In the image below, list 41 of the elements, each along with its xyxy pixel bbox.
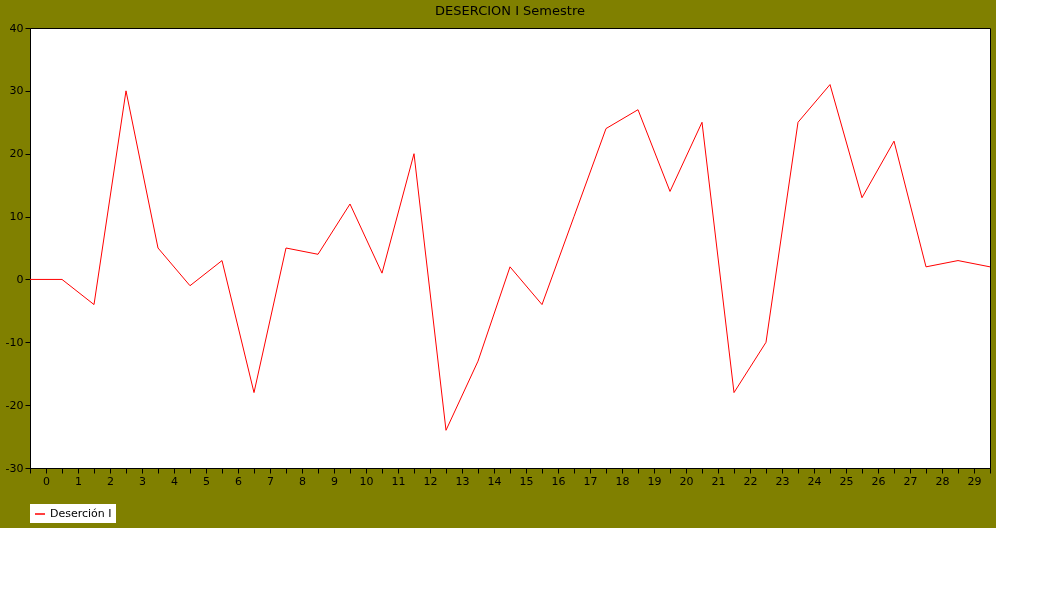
x-tick-label: 7 — [267, 474, 274, 488]
x-tick-label: 6 — [235, 474, 242, 488]
y-tick-label: -30 — [5, 461, 24, 475]
x-tick-label: 29 — [967, 474, 982, 488]
x-tick-label: 20 — [679, 474, 694, 488]
x-tick-label: 22 — [743, 474, 758, 488]
x-tick-label: 5 — [203, 474, 210, 488]
x-tick-label: 9 — [331, 474, 338, 488]
x-tick-label: 12 — [423, 474, 438, 488]
x-tick-label: 16 — [551, 474, 566, 488]
x-tick-label: 17 — [583, 474, 598, 488]
x-tick-label: 18 — [615, 474, 630, 488]
y-tick-label: 30 — [9, 84, 24, 98]
x-tick-label: 11 — [391, 474, 406, 488]
x-tick-label: 25 — [839, 474, 854, 488]
x-tick-label: 3 — [139, 474, 146, 488]
y-tick-label: 40 — [9, 21, 24, 35]
x-tick-label: 19 — [647, 474, 662, 488]
x-tick-label: 10 — [359, 474, 374, 488]
x-tick-label: 21 — [711, 474, 726, 488]
y-tick-label: -20 — [5, 398, 24, 412]
x-tick-label: 2 — [107, 474, 114, 488]
x-tick-label: 24 — [807, 474, 822, 488]
chart-title: DESERCION I Semestre — [435, 3, 585, 18]
x-tick-label: 14 — [487, 474, 502, 488]
x-tick-label: 26 — [871, 474, 886, 488]
y-tick-label: 0 — [16, 272, 24, 286]
x-tick-label: 28 — [935, 474, 950, 488]
x-tick-label: 27 — [903, 474, 918, 488]
x-tick-label: 1 — [75, 474, 82, 488]
x-tick-label: 8 — [299, 474, 306, 488]
x-tick-label: 4 — [171, 474, 178, 488]
y-tick-label: 20 — [9, 147, 24, 161]
y-tick-label: -10 — [5, 335, 24, 349]
y-tick-label: 10 — [9, 210, 24, 224]
legend-label: Deserción I — [50, 507, 112, 520]
x-tick-label: 13 — [455, 474, 470, 488]
x-tick-label: 23 — [775, 474, 790, 488]
line-series — [29, 84, 991, 431]
x-tick-label: 15 — [519, 474, 534, 488]
x-tick-label: 0 — [43, 474, 50, 488]
